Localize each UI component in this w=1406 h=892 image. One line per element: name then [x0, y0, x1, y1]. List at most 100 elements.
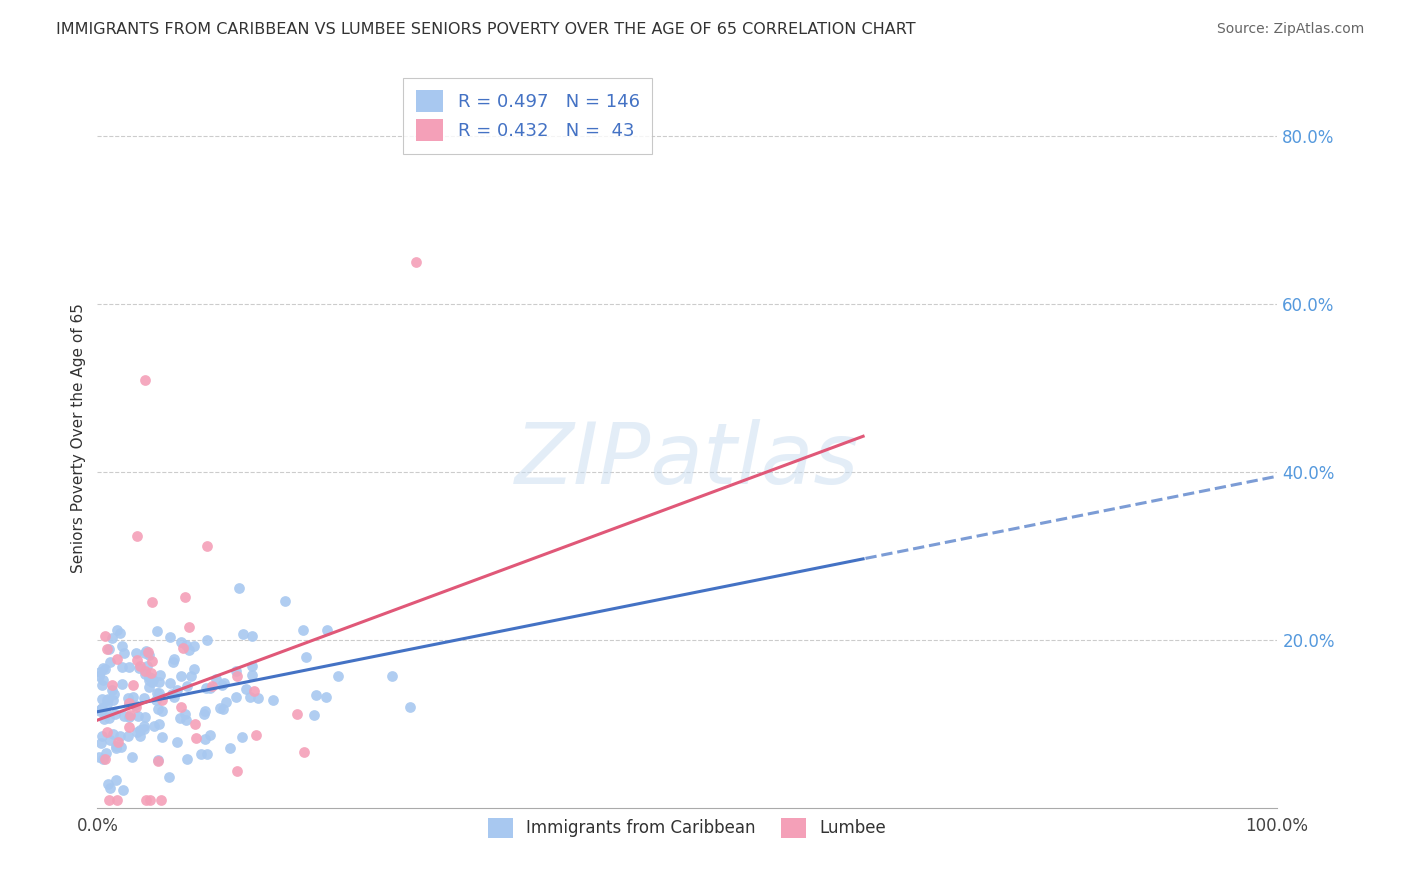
Point [134, 664, 156, 678]
Point [146, 754, 169, 768]
Point [183, 662, 205, 676]
Point [124, 698, 146, 713]
Point [89, 669, 111, 683]
Point [262, 693, 284, 707]
Point [225, 665, 247, 679]
Point [98, 793, 121, 807]
Point [101, 726, 124, 740]
Y-axis label: Seniors Poverty Over the Age of 65: Seniors Poverty Over the Age of 65 [72, 303, 86, 574]
Point [125, 700, 148, 714]
Point [96, 697, 118, 711]
Point [176, 679, 198, 693]
Point [96, 725, 118, 739]
Point [138, 680, 160, 694]
Point [205, 673, 228, 687]
Point [101, 693, 124, 707]
Point [134, 666, 156, 681]
Point [91, 661, 114, 675]
Point [176, 752, 198, 766]
Point [179, 643, 201, 657]
Point [302, 707, 325, 722]
Point [93, 673, 115, 688]
Point [108, 626, 131, 640]
Point [184, 717, 207, 731]
Point [96, 706, 118, 721]
Legend: Immigrants from Caribbean, Lumbee: Immigrants from Caribbean, Lumbee [481, 811, 893, 845]
Point [87, 749, 110, 764]
Text: ZIPatlas: ZIPatlas [515, 419, 859, 502]
Point [399, 700, 422, 714]
Point [138, 670, 160, 684]
Point [186, 731, 208, 745]
Point [96, 746, 118, 760]
Point [117, 691, 139, 706]
Point [170, 669, 193, 683]
Point [219, 740, 242, 755]
Point [122, 678, 145, 692]
Point [93, 752, 115, 766]
Point [190, 747, 212, 761]
Point [148, 674, 170, 689]
Point [212, 676, 235, 690]
Point [292, 745, 315, 759]
Point [91, 729, 114, 743]
Point [118, 659, 141, 673]
Point [150, 693, 173, 707]
Point [138, 648, 160, 662]
Point [157, 770, 180, 784]
Point [90, 736, 112, 750]
Point [231, 731, 253, 745]
Point [381, 669, 404, 683]
Point [247, 690, 270, 705]
Point [170, 699, 193, 714]
Point [174, 713, 197, 727]
Point [91, 678, 114, 692]
Point [112, 646, 135, 660]
Point [225, 764, 247, 778]
Text: IMMIGRANTS FROM CARIBBEAN VS LUMBEE SENIORS POVERTY OVER THE AGE OF 65 CORRELATI: IMMIGRANTS FROM CARIBBEAN VS LUMBEE SENI… [56, 22, 915, 37]
Point [96, 642, 118, 657]
Point [101, 682, 124, 697]
Point [146, 753, 169, 767]
Point [110, 740, 132, 755]
Point [105, 793, 128, 807]
Point [141, 674, 163, 689]
Point [240, 668, 263, 682]
Point [111, 660, 134, 674]
Point [215, 694, 238, 708]
Point [105, 741, 128, 756]
Point [100, 781, 122, 796]
Point [135, 644, 157, 658]
Point [136, 645, 159, 659]
Point [239, 690, 262, 704]
Point [112, 709, 135, 723]
Point [150, 704, 173, 718]
Point [326, 669, 349, 683]
Point [201, 679, 224, 693]
Point [97, 777, 120, 791]
Point [198, 728, 221, 742]
Point [163, 652, 186, 666]
Point [273, 593, 295, 607]
Point [93, 712, 115, 726]
Point [128, 661, 150, 675]
Point [98, 655, 121, 669]
Point [242, 684, 264, 698]
Point [125, 724, 148, 739]
Point [315, 623, 337, 637]
Point [141, 595, 163, 609]
Point [90, 703, 112, 717]
Point [118, 720, 141, 734]
Point [105, 651, 128, 665]
Point [193, 707, 215, 722]
Point [108, 729, 131, 743]
Point [150, 793, 173, 807]
Point [169, 711, 191, 725]
Point [245, 728, 267, 742]
Point [148, 716, 170, 731]
Point [295, 650, 318, 665]
Point [146, 702, 169, 716]
Point [112, 783, 135, 797]
Point [127, 709, 149, 723]
Point [134, 373, 156, 387]
